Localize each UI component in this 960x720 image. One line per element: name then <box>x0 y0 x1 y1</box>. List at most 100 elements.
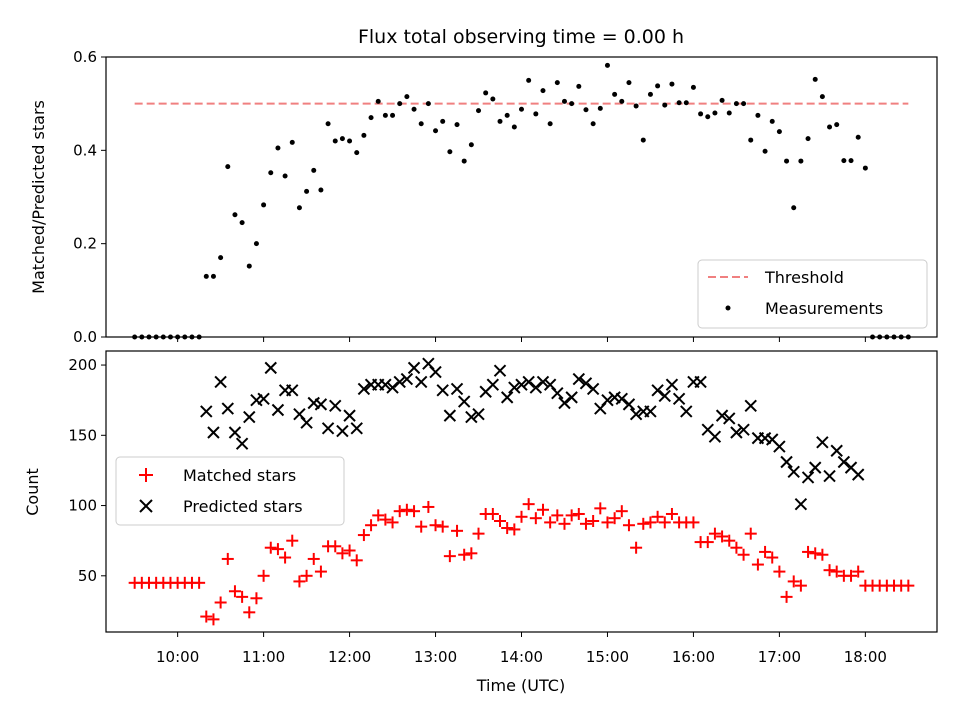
matched-star-marker <box>372 509 385 522</box>
predicted-star-marker <box>465 410 478 424</box>
matched-star-marker <box>658 516 671 529</box>
matched-star-marker <box>622 519 635 532</box>
measurement-point <box>497 118 503 124</box>
measurement-point <box>246 263 252 269</box>
matched-star-marker <box>529 512 542 525</box>
predicted-star-marker <box>551 386 564 400</box>
matched-star-marker <box>708 527 721 540</box>
top-y-tick-label: 0.0 <box>73 328 97 346</box>
matched-star-marker <box>214 596 227 609</box>
measurement-point <box>784 158 790 164</box>
bottom-y-tick-label: 50 <box>78 567 97 585</box>
bottom-y-tick-label: 150 <box>68 426 97 444</box>
predicted-star-marker <box>200 405 213 418</box>
predicted-star-marker <box>271 403 285 417</box>
matched-star-marker <box>472 527 485 540</box>
measurement-point <box>261 202 267 208</box>
predicted-star-marker <box>708 430 722 443</box>
measurement-point <box>633 103 639 109</box>
measurement-point <box>855 134 861 140</box>
matched-star-marker <box>601 516 614 529</box>
matched-legend-swatch <box>139 468 153 482</box>
measurement-point <box>597 105 603 111</box>
matched-star-marker <box>744 527 757 540</box>
measurement-point <box>841 158 847 164</box>
x-tick-label: 13:00 <box>414 648 457 666</box>
predicted-star-marker <box>207 426 220 439</box>
bottom-y-tick-label: 200 <box>68 356 97 374</box>
measurement-point <box>698 111 704 117</box>
measurement-point <box>712 110 718 116</box>
measurement-point <box>647 91 653 97</box>
predicted-star-marker <box>515 378 528 391</box>
matched-star-marker <box>443 550 456 563</box>
predicted-star-marker <box>694 375 707 389</box>
measurement-point <box>748 137 754 143</box>
matched-star-marker <box>809 547 822 560</box>
matched-star-marker <box>701 536 714 549</box>
predicted-star-marker <box>314 398 328 411</box>
measurement-point <box>676 100 682 106</box>
measurement-point <box>719 97 725 103</box>
count-panel: 50 100 150 200 10:00 11:00 12:00 13:00 14:00 15:… <box>23 350 938 695</box>
measurement-point <box>619 98 625 104</box>
measurement-point <box>755 112 761 118</box>
measurement-point <box>354 150 360 156</box>
predicted-stars-layer <box>200 357 865 511</box>
predicted-star-marker <box>622 398 636 411</box>
matched-star-marker <box>207 613 220 626</box>
matched-star-marker <box>637 517 650 530</box>
matched-star-marker <box>343 544 356 557</box>
ratio-panel: 0.0 0.2 0.4 0.6 Matched/Predicted stars Thr… <box>29 48 938 346</box>
matched-star-marker <box>716 530 729 543</box>
measurement-point <box>368 115 374 121</box>
measurement-point <box>382 112 388 118</box>
predicted-star-marker <box>407 361 421 375</box>
predicted-star-marker <box>558 396 571 410</box>
matched-star-marker <box>300 569 313 582</box>
measurement-point <box>604 62 610 68</box>
predicted-star-marker <box>851 468 865 481</box>
matched-star-marker <box>193 576 206 589</box>
predicted-star-marker <box>450 382 464 396</box>
matched-star-marker <box>522 498 535 511</box>
x-axis-label: Time (UTC) <box>476 676 565 695</box>
measurements-legend-swatch <box>725 305 731 311</box>
top-y-tick-label: 0.6 <box>73 48 97 66</box>
measurement-point <box>425 101 431 107</box>
matched-star-marker <box>350 554 363 567</box>
predicted-star-marker <box>629 408 643 421</box>
predicted-star-marker <box>379 378 392 391</box>
count-y-axis-label: Count <box>23 468 42 516</box>
measurement-point <box>705 114 711 120</box>
top-y-tick-label: 0.2 <box>73 235 97 253</box>
measurements-legend-label: Measurements <box>765 299 883 318</box>
measurement-point <box>612 91 618 97</box>
matched-star-marker <box>486 507 499 520</box>
matched-star-marker <box>422 500 435 513</box>
matched-star-marker <box>737 548 750 561</box>
matched-star-marker <box>228 585 241 598</box>
predicted-star-marker <box>214 375 227 389</box>
predicted-star-marker <box>221 402 234 415</box>
measurement-point <box>411 106 417 112</box>
matched-star-marker <box>451 524 464 537</box>
predicted-star-marker <box>286 384 299 397</box>
predicted-star-marker <box>386 381 399 394</box>
x-tick-label: 18:00 <box>844 648 887 666</box>
measurement-point <box>827 124 833 130</box>
measurement-point <box>253 241 259 247</box>
measurement-point <box>454 122 460 128</box>
measurement-point <box>476 108 482 114</box>
measurement-point <box>791 205 797 211</box>
predicted-star-marker <box>809 461 822 474</box>
measurement-point <box>798 158 804 164</box>
matched-star-marker <box>379 513 392 526</box>
matched-star-marker <box>200 610 213 623</box>
measurement-point <box>662 102 668 108</box>
measurement-point <box>519 106 524 112</box>
matched-star-marker <box>587 515 600 528</box>
measurement-point <box>361 132 367 138</box>
top-y-tick-label: 0.4 <box>73 141 97 159</box>
matched-star-marker <box>615 505 628 518</box>
